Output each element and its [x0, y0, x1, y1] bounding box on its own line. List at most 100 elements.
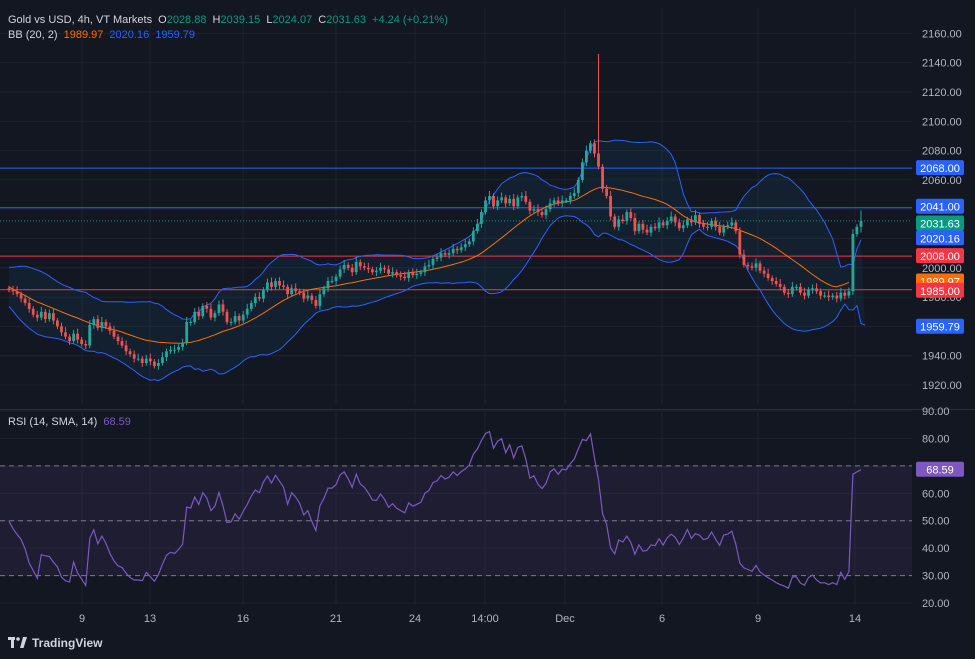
- candle-body: [197, 311, 201, 317]
- candle-body: [568, 196, 572, 201]
- candle-body: [383, 267, 386, 270]
- candle-body: [831, 295, 835, 298]
- rsi-band-lines: [0, 465, 912, 577]
- candle-body: [512, 198, 516, 207]
- candle-body: [302, 292, 306, 299]
- candle-body: [637, 223, 641, 232]
- candle-body: [338, 269, 342, 277]
- rsi-legend-label: RSI (14, SMA, 14): [8, 416, 98, 428]
- price-labels: 2068.002041.002031.632020.162008.001989.…: [916, 160, 964, 477]
- candle-body: [738, 231, 742, 255]
- candle-body: [229, 322, 233, 323]
- candle-body: [669, 216, 673, 221]
- candle-body: [815, 288, 818, 292]
- price-label-text: 2031.63: [920, 218, 960, 230]
- candle-body: [286, 286, 289, 295]
- candle-body: [185, 322, 189, 343]
- candle-body: [237, 316, 241, 321]
- tradingview-logo[interactable]: TradingView: [8, 636, 102, 650]
- candle-body: [326, 281, 330, 289]
- candle-body: [189, 322, 193, 323]
- candle-body: [375, 270, 378, 273]
- candle-body: [754, 263, 758, 268]
- time-tick-label: 21: [330, 613, 342, 625]
- candle-body: [84, 344, 88, 346]
- low-label: L: [266, 14, 273, 26]
- candle-body: [52, 313, 55, 321]
- candle-body: [427, 264, 431, 267]
- candle-body: [11, 289, 15, 292]
- candle-body: [193, 311, 197, 323]
- candle-body: [64, 332, 67, 337]
- time-tick-label: Dec: [555, 613, 575, 625]
- tradingview-logo-icon: [8, 637, 27, 648]
- rsi-value-text: 68.59: [926, 465, 954, 477]
- candle-body: [165, 351, 168, 358]
- candle-body: [851, 234, 855, 292]
- rsi-legend[interactable]: RSI (14, SMA, 14) 68.59: [8, 415, 134, 429]
- candle-body: [556, 200, 560, 204]
- price-tick-label: 2060.00: [922, 175, 962, 187]
- candle-body: [104, 322, 108, 327]
- candle-body: [334, 276, 338, 281]
- price-tick-label: 2120.00: [922, 87, 962, 99]
- rsi-tick-label: 60.00: [922, 488, 950, 500]
- candle-body: [730, 222, 734, 226]
- open-label: O: [158, 14, 167, 26]
- candle-body: [354, 261, 358, 273]
- candle-body: [221, 304, 225, 312]
- candle-body: [520, 196, 524, 198]
- candle-body: [31, 308, 35, 315]
- price-tick-label: 1920.00: [922, 380, 962, 392]
- candle-body: [157, 363, 160, 366]
- candle-body: [310, 295, 314, 300]
- candle-body: [96, 319, 100, 328]
- candle-body: [209, 308, 213, 318]
- candle-body: [379, 267, 382, 271]
- price-label-text: 1985.00: [920, 286, 960, 298]
- candle-body: [476, 223, 479, 232]
- candle-body: [782, 286, 786, 293]
- candle-body: [855, 226, 859, 235]
- candle-body: [459, 247, 463, 251]
- candle-body: [447, 253, 451, 255]
- candle-body: [270, 282, 273, 287]
- candle-body: [463, 244, 467, 248]
- candle-body: [48, 313, 51, 320]
- candle-body: [827, 295, 831, 298]
- candle-body: [367, 267, 370, 270]
- candle-body: [120, 341, 124, 346]
- candle-body: [710, 220, 713, 227]
- candle-body: [621, 219, 625, 221]
- candle-body: [734, 222, 738, 232]
- candle-body: [706, 226, 709, 228]
- candle-body: [173, 349, 176, 351]
- candle-body: [795, 286, 798, 288]
- candle-body: [407, 272, 411, 279]
- candle-body: [532, 209, 536, 211]
- price-label-box: [916, 248, 964, 264]
- rsi-tick-label: 40.00: [922, 543, 950, 555]
- candle-body: [342, 264, 346, 270]
- candle-body: [415, 273, 419, 276]
- symbol-title[interactable]: Gold vs USD, 4h, VT Markets: [8, 14, 153, 26]
- bb-legend[interactable]: BB (20, 2) 1989.97 2020.16 1959.79: [8, 28, 198, 42]
- bollinger-upper-line: [9, 139, 862, 320]
- price-label-text: 2008.00: [920, 251, 960, 263]
- candle-body: [245, 308, 249, 315]
- candle-body: [39, 311, 43, 318]
- candle-body: [423, 266, 427, 273]
- horizontal-levels: [0, 167, 912, 291]
- candle-body: [649, 226, 653, 233]
- candle-body: [181, 342, 184, 347]
- candle-body: [823, 295, 826, 297]
- rsi-value-box: [916, 461, 964, 477]
- candle-body: [443, 253, 447, 255]
- candle-body: [847, 291, 851, 296]
- candle-body: [395, 272, 398, 276]
- candle-body: [411, 272, 415, 276]
- candle-body: [484, 200, 487, 213]
- time-axis[interactable]: 9 13 16 21 24 14:00 Dec 6 9 14: [79, 613, 861, 625]
- candle-body: [56, 320, 59, 327]
- price-label-text: 2020.16: [920, 233, 960, 245]
